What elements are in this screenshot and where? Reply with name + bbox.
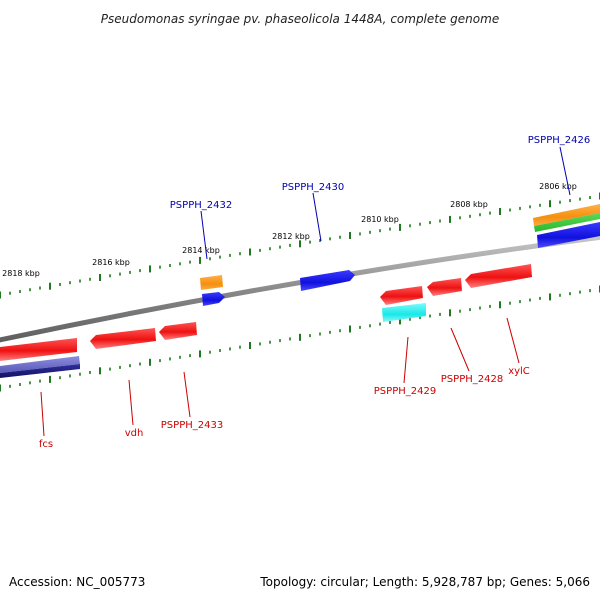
leader-pspph-2433 xyxy=(183,371,191,418)
label-pspph-2429[interactable]: PSPPH_2429 xyxy=(374,386,436,397)
gene-pspph-2433-arrow[interactable] xyxy=(159,322,197,340)
feature-pspph-2429-cyan[interactable] xyxy=(382,303,426,322)
gene-pspph-2426-arrow[interactable] xyxy=(537,222,600,248)
topology-text: Topology: circular; Length: 5,928,787 bp… xyxy=(259,575,590,589)
scale-label-2810: 2810 kbp xyxy=(361,215,399,224)
scale-ticks-lower xyxy=(0,285,600,392)
label-pspph-2433[interactable]: PSPPH_2433 xyxy=(161,420,223,431)
feature-fcs-slate[interactable] xyxy=(0,356,80,373)
gene-fcs-arrow[interactable] xyxy=(0,338,77,361)
scale-label-2816: 2816 kbp xyxy=(92,258,130,267)
feature-pspph-2426-orange[interactable] xyxy=(533,204,600,226)
scale-label-2814: 2814 kbp xyxy=(182,246,220,255)
gene-vdh-arrow[interactable] xyxy=(90,328,156,349)
gene-xylc-arrow[interactable] xyxy=(465,264,532,288)
reverse-features xyxy=(0,264,532,378)
scale-label-2808: 2808 kbp xyxy=(450,200,488,209)
accession-text: Accession: NC_005773 xyxy=(9,575,145,589)
leader-vdh xyxy=(128,379,134,426)
gene-pspph-2430-arrow[interactable] xyxy=(300,270,355,291)
gene-pspph-2428-arrow[interactable] xyxy=(427,278,462,296)
leader-pspph-2426 xyxy=(559,146,571,196)
leader-xylc xyxy=(506,317,520,364)
scale-label-2806: 2806 kbp xyxy=(539,182,577,191)
gene-labels: PSPPH_2426 PSPPH_2430 PSPPH_2432 xylC PS… xyxy=(39,135,590,450)
leader-pspph-2430 xyxy=(312,192,322,242)
label-pspph-2426[interactable]: PSPPH_2426 xyxy=(528,135,590,146)
feature-pspph-2426-green[interactable] xyxy=(534,213,600,232)
scale-ticks-upper xyxy=(0,192,600,299)
label-pspph-2432[interactable]: PSPPH_2432 xyxy=(170,200,232,211)
gene-pspph-2429-arrow[interactable] xyxy=(380,286,423,305)
leader-lines xyxy=(40,146,571,437)
feature-pspph-2432-orange[interactable] xyxy=(200,275,223,290)
label-xylc[interactable]: xylC xyxy=(508,366,530,377)
gene-pspph-2432-arrow[interactable] xyxy=(202,292,225,306)
genome-backbone xyxy=(0,234,600,343)
leader-pspph-2432 xyxy=(200,210,208,260)
scale-labels: 2818 kbp 2816 kbp 2814 kbp 2812 kbp 2810… xyxy=(2,182,577,278)
label-fcs[interactable]: fcs xyxy=(39,439,53,450)
leader-fcs xyxy=(40,391,45,437)
forward-features xyxy=(200,204,600,306)
scale-label-2818: 2818 kbp xyxy=(2,269,40,278)
scale-label-2812: 2812 kbp xyxy=(272,232,310,241)
leader-pspph-2429 xyxy=(403,336,409,384)
label-pspph-2430[interactable]: PSPPH_2430 xyxy=(282,182,344,193)
label-pspph-2428[interactable]: PSPPH_2428 xyxy=(441,374,503,385)
feature-fcs-navy[interactable] xyxy=(0,364,80,378)
leader-pspph-2428 xyxy=(450,327,470,372)
label-vdh[interactable]: vdh xyxy=(125,428,144,439)
map-title: Pseudomonas syringae pv. phaseolicola 14… xyxy=(101,12,499,26)
